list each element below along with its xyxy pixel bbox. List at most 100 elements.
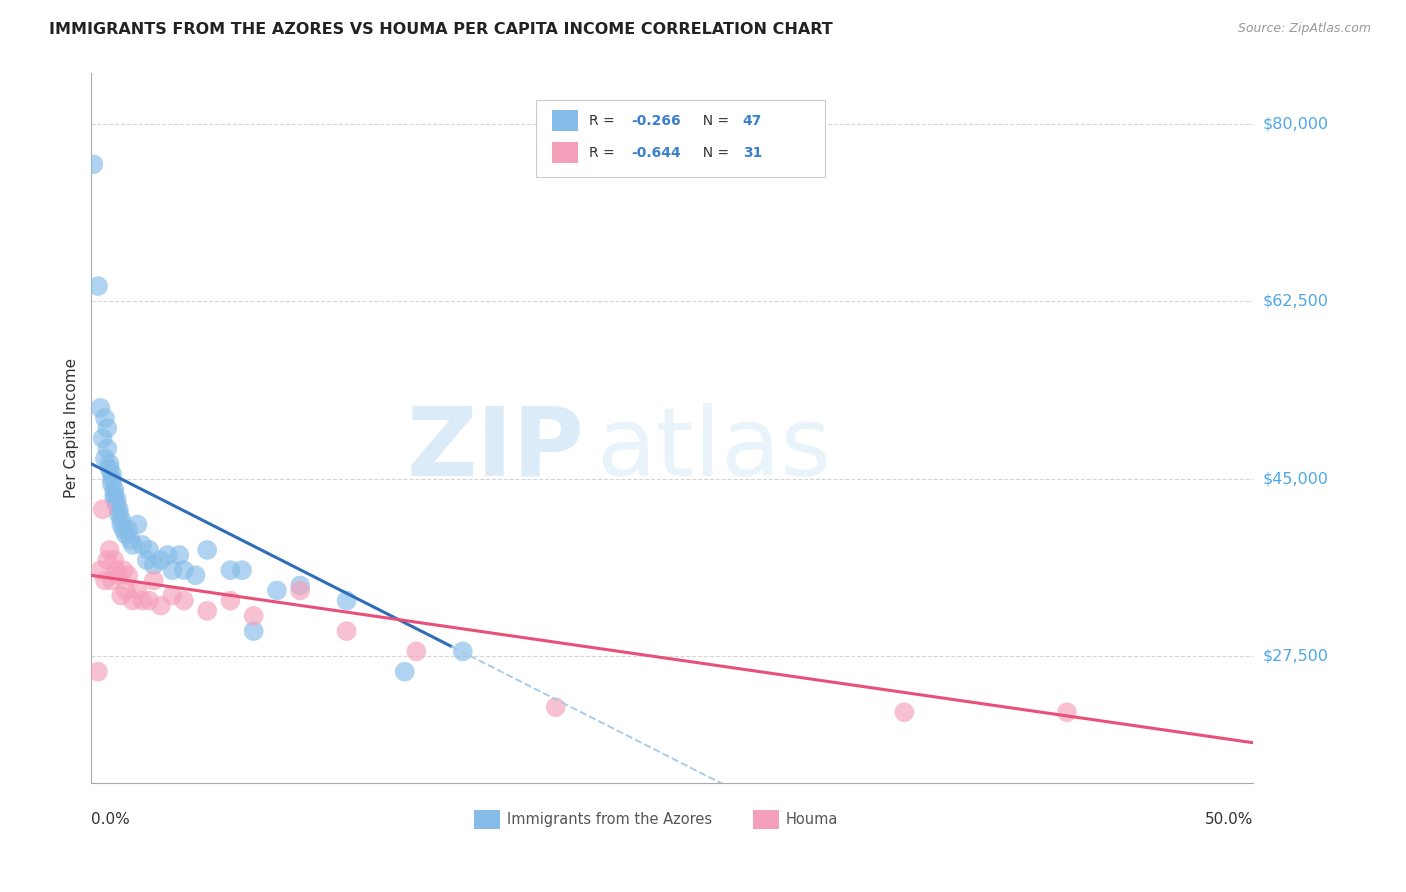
Point: [101, 472, 124, 486]
Point: [103, 553, 125, 567]
Point: [1056, 706, 1078, 720]
Point: [103, 487, 125, 501]
Point: [149, 553, 172, 567]
Point: [91, 431, 114, 445]
Point: [544, 700, 567, 714]
Text: $80,000: $80,000: [1263, 116, 1329, 131]
Text: $62,500: $62,500: [1263, 293, 1329, 309]
Bar: [754, 810, 779, 830]
Point: [89, 401, 111, 415]
Text: ZIP: ZIP: [406, 403, 585, 496]
Point: [336, 593, 359, 607]
Point: [112, 563, 135, 577]
Point: [131, 538, 153, 552]
Point: [108, 568, 131, 582]
Text: Houma: Houma: [786, 812, 838, 827]
Text: N =: N =: [695, 145, 734, 160]
Point: [127, 517, 149, 532]
Point: [405, 644, 427, 658]
Bar: [553, 110, 578, 131]
Point: [96, 553, 118, 567]
Text: atlas: atlas: [596, 403, 831, 496]
Bar: [553, 142, 578, 163]
Point: [96, 421, 118, 435]
Point: [89, 563, 111, 577]
Text: 47: 47: [742, 113, 762, 128]
Text: R =: R =: [589, 113, 620, 128]
Point: [105, 492, 128, 507]
Point: [288, 583, 311, 598]
Text: Source: ZipAtlas.com: Source: ZipAtlas.com: [1237, 22, 1371, 36]
Point: [105, 563, 128, 577]
Point: [242, 608, 264, 623]
Point: [117, 568, 139, 582]
Point: [103, 492, 125, 507]
Point: [94, 574, 117, 588]
Point: [112, 523, 135, 537]
Point: [169, 548, 191, 562]
Text: $27,500: $27,500: [1263, 649, 1329, 664]
Point: [110, 517, 132, 532]
Point: [138, 542, 160, 557]
Point: [121, 538, 143, 552]
Point: [115, 583, 138, 598]
Point: [195, 542, 218, 557]
Text: R =: R =: [589, 145, 620, 160]
Point: [242, 624, 264, 638]
Point: [103, 482, 125, 496]
Point: [87, 665, 110, 679]
Point: [98, 461, 121, 475]
Point: [110, 512, 132, 526]
Text: Immigrants from the Azores: Immigrants from the Azores: [508, 812, 711, 827]
Point: [117, 523, 139, 537]
Text: -0.266: -0.266: [631, 113, 681, 128]
Point: [87, 279, 110, 293]
Point: [336, 624, 359, 638]
Point: [138, 593, 160, 607]
Point: [108, 502, 131, 516]
Point: [101, 477, 124, 491]
Point: [266, 583, 288, 598]
Point: [98, 457, 121, 471]
Point: [219, 593, 242, 607]
Point: [173, 593, 195, 607]
Point: [162, 589, 184, 603]
Point: [101, 574, 124, 588]
Point: [120, 533, 142, 547]
Point: [231, 563, 253, 577]
Point: [121, 593, 143, 607]
Point: [156, 548, 179, 562]
Point: [195, 604, 218, 618]
Point: [394, 665, 416, 679]
Point: [162, 563, 184, 577]
Point: [142, 558, 165, 573]
Point: [893, 706, 915, 720]
Point: [101, 467, 124, 481]
Point: [219, 563, 242, 577]
Point: [149, 599, 172, 613]
Point: [127, 583, 149, 598]
Point: [110, 589, 132, 603]
Point: [94, 451, 117, 466]
Bar: [474, 810, 501, 830]
Point: [173, 563, 195, 577]
Point: [82, 157, 104, 171]
Point: [115, 527, 138, 541]
Point: [142, 574, 165, 588]
Point: [94, 411, 117, 425]
Point: [131, 593, 153, 607]
Point: [105, 497, 128, 511]
Point: [96, 442, 118, 456]
Point: [135, 553, 157, 567]
Y-axis label: Per Capita Income: Per Capita Income: [65, 358, 79, 499]
Point: [108, 508, 131, 522]
Point: [288, 578, 311, 592]
Text: IMMIGRANTS FROM THE AZORES VS HOUMA PER CAPITA INCOME CORRELATION CHART: IMMIGRANTS FROM THE AZORES VS HOUMA PER …: [49, 22, 832, 37]
Point: [98, 542, 121, 557]
Text: 0.0%: 0.0%: [91, 812, 129, 827]
Point: [451, 644, 474, 658]
Point: [91, 502, 114, 516]
Text: N =: N =: [695, 113, 734, 128]
Text: 50.0%: 50.0%: [1205, 812, 1253, 827]
Text: 31: 31: [742, 145, 762, 160]
